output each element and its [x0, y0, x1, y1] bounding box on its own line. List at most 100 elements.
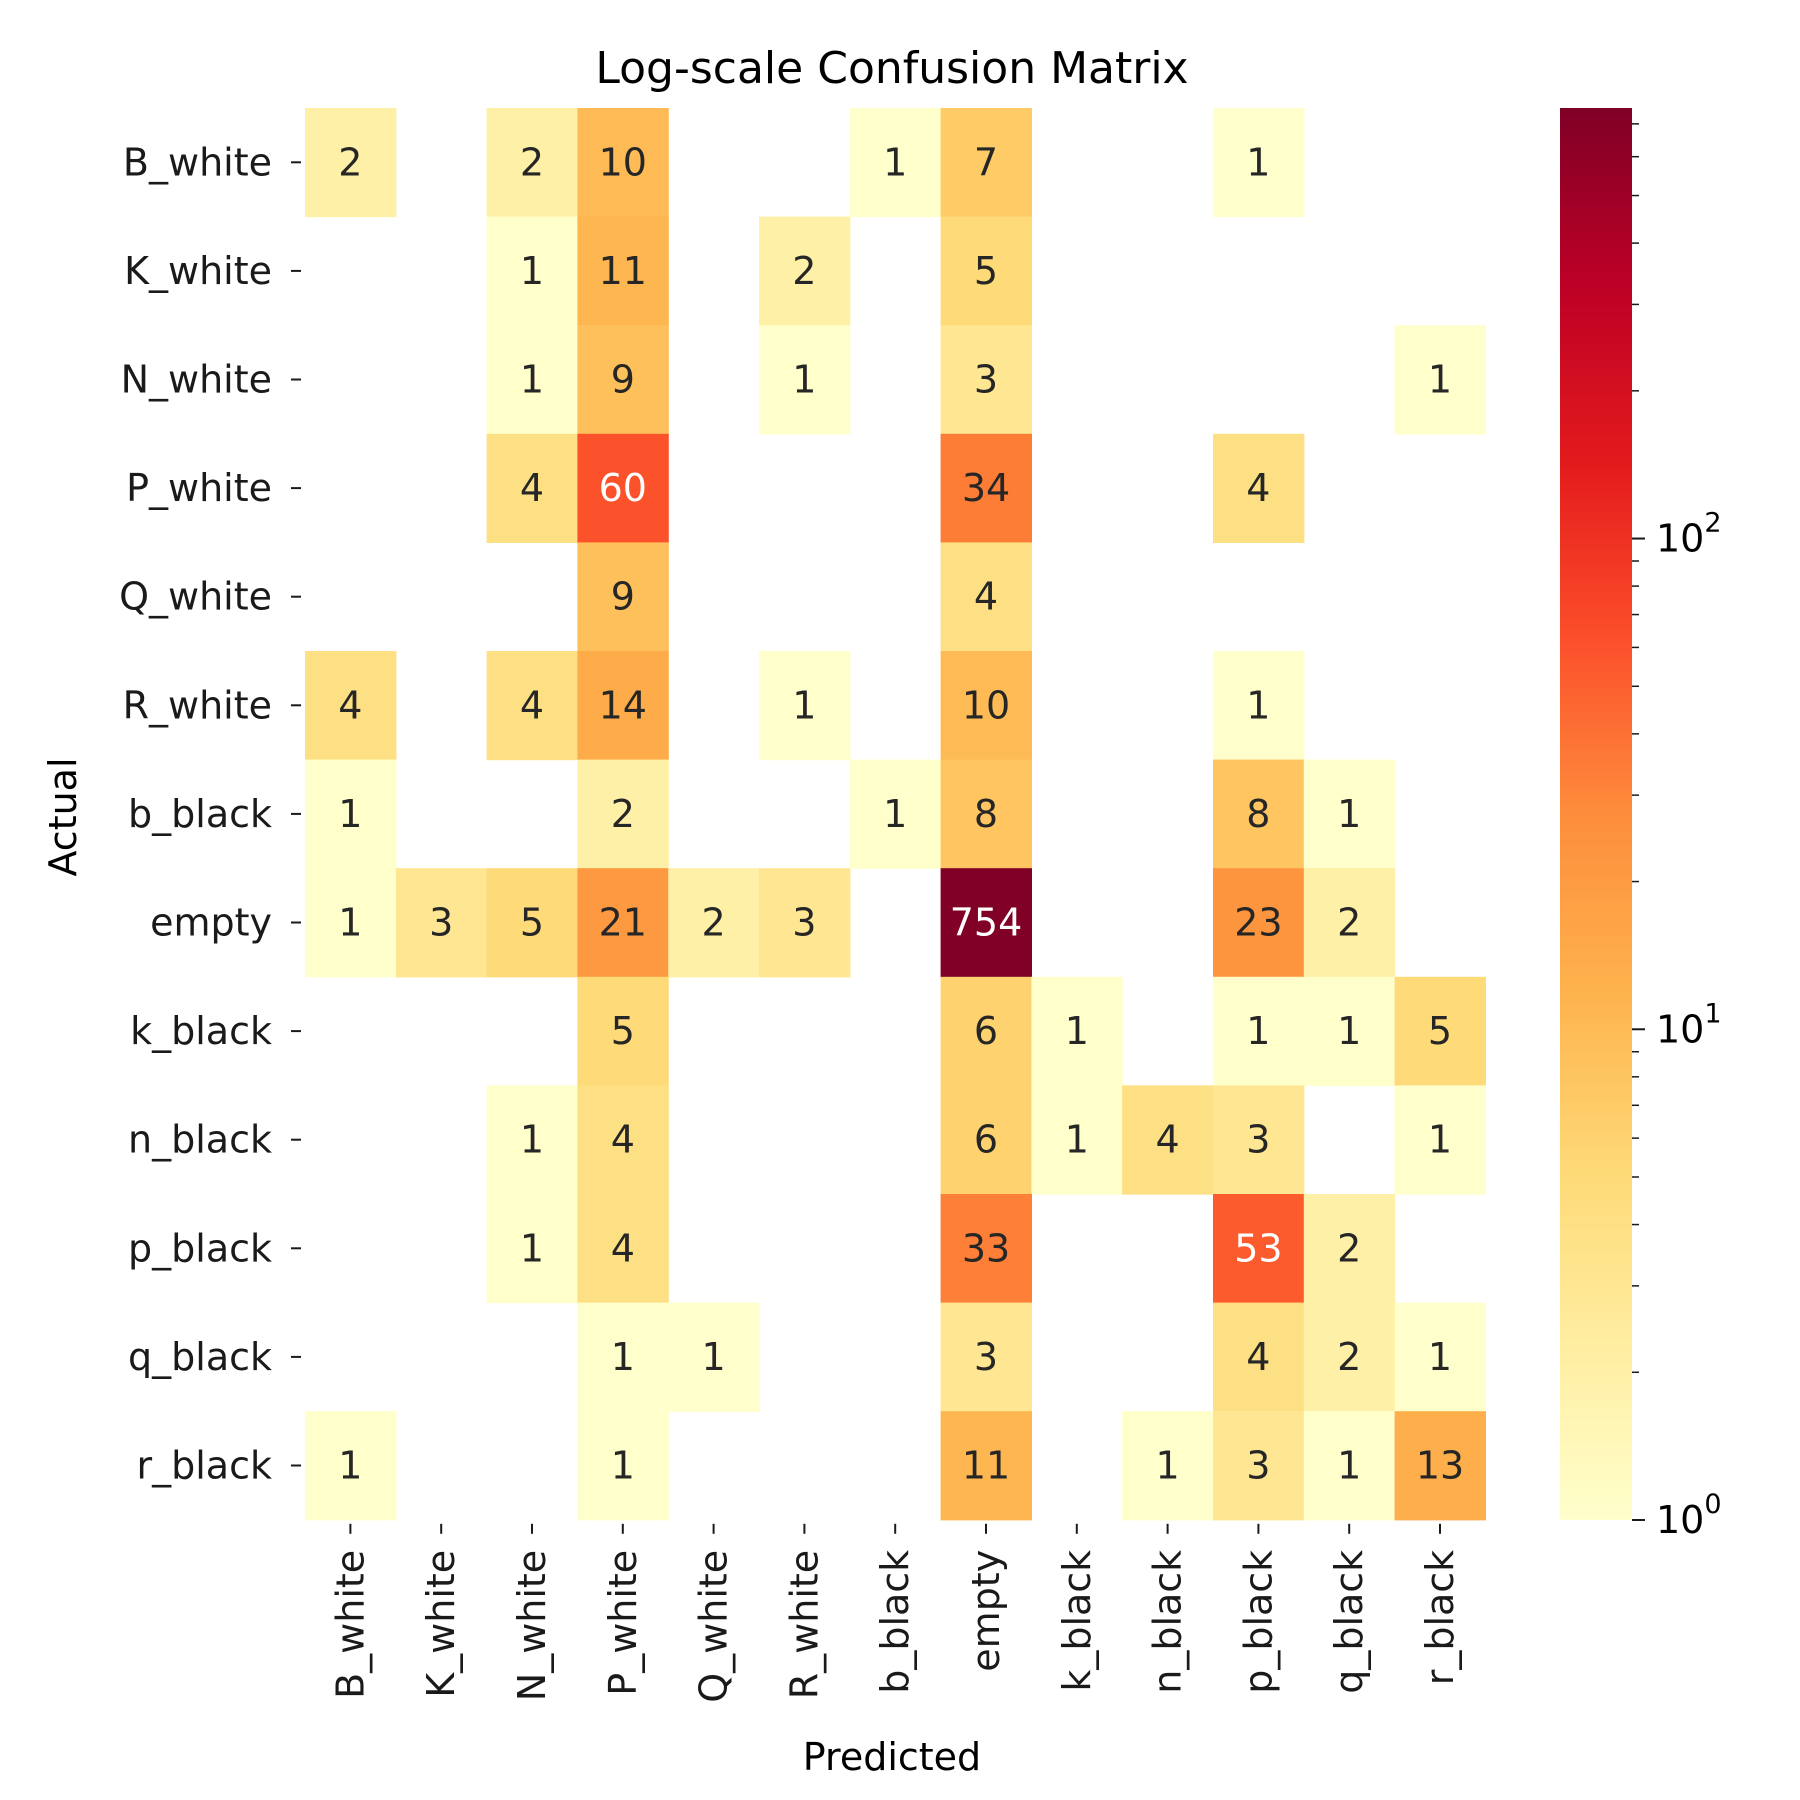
heatmap-cell — [940, 868, 1032, 978]
cell-value-label: 4 — [611, 1226, 635, 1270]
heatmap-cell — [1394, 1085, 1486, 1195]
heatmap-cell — [668, 868, 760, 978]
heatmap-cell — [940, 433, 1032, 543]
y-tick-label: R_white — [123, 683, 272, 727]
heatmap-cell — [1303, 976, 1396, 1086]
y-tick-label: n_black — [128, 1118, 272, 1162]
x-tick-label: k_black — [1055, 1550, 1099, 1692]
heatmap-cell — [305, 1411, 397, 1521]
heatmap-cell — [759, 325, 851, 435]
heatmap-cell — [940, 976, 1032, 1086]
cell-value-label: 4 — [520, 683, 544, 727]
cell-value-label: 9 — [611, 358, 635, 402]
heatmap-cell — [577, 108, 669, 218]
y-axis-ticks: B_white K_white N_white P_white Q_white R_whi… — [119, 140, 301, 1488]
heatmap-cell — [1213, 651, 1305, 761]
y-tick-label: N_white — [121, 358, 272, 402]
x-tick-label: q_black — [1327, 1550, 1371, 1694]
heatmap-cell — [486, 868, 578, 978]
heatmap-cell — [486, 108, 578, 218]
heatmap-cell — [577, 651, 669, 761]
heatmap-cell — [577, 325, 669, 435]
heatmap-cell — [577, 542, 669, 652]
heatmap-cell — [849, 759, 942, 869]
heatmap-cell — [1213, 433, 1305, 543]
heatmap-cell — [759, 216, 851, 326]
cell-value-label: 23 — [1234, 901, 1282, 945]
y-tick-label: empty — [150, 901, 272, 945]
cell-value-label: 4 — [611, 1118, 635, 1162]
heatmap-cell — [1394, 1302, 1486, 1412]
cell-value-label: 1 — [1246, 683, 1270, 727]
heatmap-cell-labels: 2 2 10 1 7 11 11 2 51 9 1 3 14 60 34 49 44 4 14 1 10 11 2 1 8 8 11… — [338, 140, 1464, 1487]
heatmap-cell — [486, 325, 578, 435]
x-tick-label: Q_white — [692, 1550, 736, 1703]
cell-value-label: 2 — [792, 249, 816, 293]
cell-value-label: 33 — [962, 1226, 1010, 1270]
heatmap-cell — [940, 325, 1032, 435]
cell-value-label: 1 — [520, 1118, 544, 1162]
cell-value-label: 1 — [883, 140, 907, 184]
cell-value-label: 1 — [792, 358, 816, 402]
heatmap-cell — [577, 759, 669, 869]
heatmap-cell — [577, 433, 669, 543]
cell-value-label: 3 — [792, 901, 816, 945]
y-tick-label: b_black — [128, 792, 272, 836]
cell-value-label: 1 — [338, 901, 362, 945]
heatmap-cell — [577, 976, 669, 1086]
cell-value-label: 4 — [338, 683, 362, 727]
heatmap-cell — [1213, 1194, 1305, 1304]
x-axis-label: Predicted — [803, 1735, 981, 1779]
heatmap-cell — [1394, 1411, 1486, 1521]
heatmap-cell — [1394, 325, 1486, 435]
heatmap-cell — [1213, 868, 1305, 978]
colorbar-ticks: 100 101 102 — [1632, 123, 1722, 1543]
cell-value-label: 8 — [1246, 792, 1270, 836]
cell-value-label: 1 — [1337, 1009, 1361, 1053]
x-tick-label: K_white — [419, 1550, 463, 1698]
heatmap-cell — [940, 1411, 1032, 1521]
cell-value-label: 1 — [611, 1444, 635, 1488]
x-tick-label: n_black — [1146, 1550, 1190, 1694]
heatmap-cell — [1122, 1085, 1214, 1195]
x-tick-label: B_white — [328, 1550, 372, 1699]
cell-value-label: 1 — [520, 358, 544, 402]
heatmap-cell — [486, 1085, 578, 1195]
cell-value-label: 1 — [702, 1335, 726, 1379]
cell-value-label: 1 — [611, 1335, 635, 1379]
cell-value-label: 1 — [1065, 1009, 1089, 1053]
cell-value-label: 5 — [1428, 1009, 1452, 1053]
cell-value-label: 1 — [1428, 1118, 1452, 1162]
heatmap-cell — [486, 216, 578, 326]
y-tick-label: Q_white — [119, 575, 272, 619]
cell-value-label: 2 — [338, 140, 362, 184]
y-tick-label: P_white — [126, 466, 272, 510]
cell-value-label: 1 — [338, 792, 362, 836]
cell-value-label: 3 — [1246, 1444, 1270, 1488]
heatmap-cell — [1122, 1411, 1214, 1521]
cell-value-label: 3 — [974, 1335, 998, 1379]
heatmap-cell — [940, 108, 1032, 218]
heatmap-cell — [577, 1302, 669, 1412]
cell-value-label: 1 — [338, 1444, 362, 1488]
heatmap-cell — [940, 542, 1032, 652]
x-tick-label: b_black — [873, 1550, 917, 1694]
cell-value-label: 3 — [1246, 1118, 1270, 1162]
heatmap-cell — [1213, 759, 1305, 869]
y-tick-label: r_black — [137, 1444, 273, 1488]
y-tick-label: B_white — [123, 140, 272, 184]
cell-value-label: 60 — [599, 466, 647, 510]
heatmap-cell — [668, 1302, 760, 1412]
heatmap-cell — [940, 1194, 1032, 1304]
heatmap-cell — [1394, 976, 1486, 1086]
x-tick-label: N_white — [510, 1550, 554, 1701]
x-tick-label: p_black — [1236, 1550, 1280, 1694]
cell-value-label: 14 — [599, 683, 647, 727]
x-axis-ticks: B_white K_white N_white P_white Q_white R_whi… — [328, 1523, 1462, 1703]
colorbar-tick-label: 100 — [1656, 1489, 1722, 1543]
heatmap-cell — [1031, 976, 1123, 1086]
cell-value-label: 1 — [1428, 1335, 1452, 1379]
heatmap-cell — [486, 433, 578, 543]
heatmap-cell — [577, 1194, 669, 1304]
